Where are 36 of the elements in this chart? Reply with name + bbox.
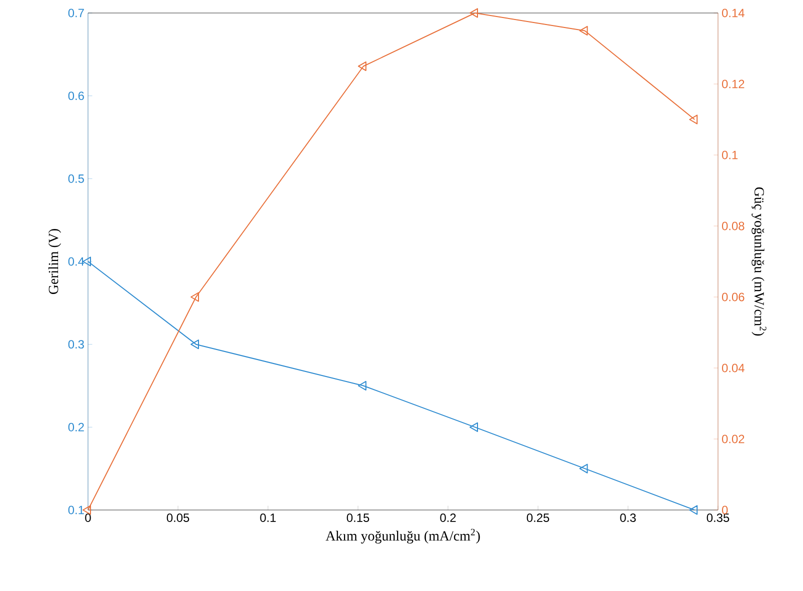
point (190, 340, 199, 350)
y-tick-label: 0.1 (68, 506, 84, 514)
x-axis-title: Akım yoğunluğu (mA/cm$^{2}$) (326, 528, 480, 544)
y2-tick-label: 0.12 (722, 80, 744, 88)
point (579, 26, 588, 36)
point (579, 464, 588, 474)
point (689, 505, 698, 515)
y2-tick-label: 0.08 (722, 222, 744, 230)
point (190, 292, 199, 302)
y-tick-label: 0.3 (68, 340, 84, 349)
y-axis-title: Gerilim (V) (48, 229, 62, 294)
y-tick-label: 0.5 (68, 174, 84, 183)
x-tick-label: 0.1 (260, 514, 276, 522)
x-tick-label: 0.2 (440, 514, 456, 522)
y-tick-label: 0.6 (68, 92, 84, 100)
y2-tick-label: 0.06 (722, 292, 744, 302)
x-tick-label: 0.3 (620, 514, 636, 522)
point (358, 380, 366, 391)
point (470, 422, 478, 432)
x-tick-label: 0 (85, 514, 91, 522)
x-tick-label: 0.35 (706, 514, 730, 522)
y-tick-label: 0.7 (68, 8, 84, 18)
y2-tick-label: 0.1 (722, 150, 738, 160)
y2-tick-label: 0.04 (722, 364, 744, 372)
y-tick-label: 0.4 (68, 257, 84, 266)
point (470, 8, 478, 18)
y2-tick-label: 0.14 (722, 8, 744, 18)
x-tick-label: 0.05 (166, 514, 190, 522)
x-tick-label: 0.15 (346, 514, 370, 522)
y2-tick-label: 0.02 (722, 434, 744, 444)
point (689, 114, 698, 124)
y-tick-label: 0.2 (68, 422, 84, 432)
y2-axis-title: Güç yoğunluğu (mW/cm$^{2}$) (752, 187, 766, 336)
point (358, 61, 366, 72)
x-tick-label: 0.25 (526, 514, 550, 522)
y2-tick-label: 0 (722, 506, 728, 514)
